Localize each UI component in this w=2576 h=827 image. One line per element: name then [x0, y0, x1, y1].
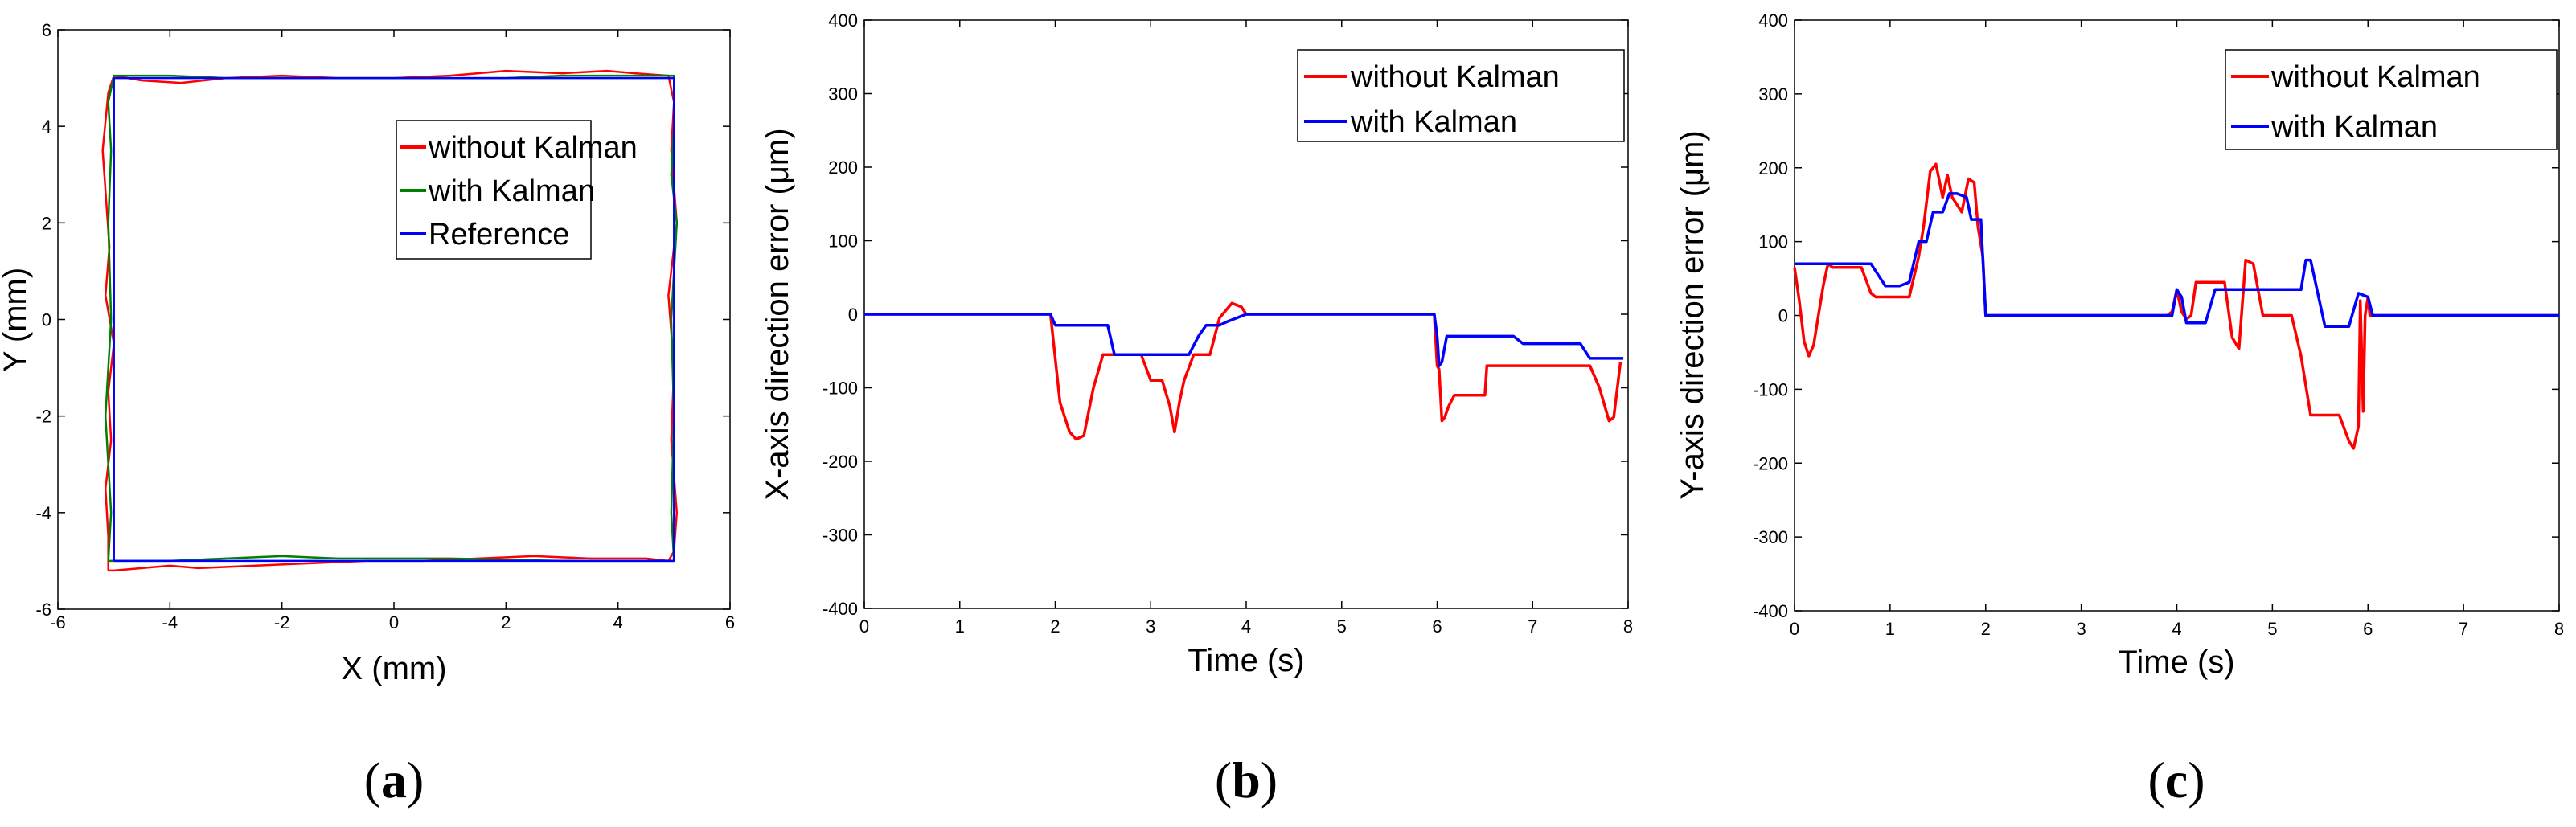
- x-tick-label: -6: [50, 612, 66, 633]
- legend-label: without Kalman: [2270, 60, 2480, 94]
- y-tick-label: -200: [822, 452, 858, 472]
- y-tick-label: -400: [822, 599, 858, 619]
- x-tick-label: -2: [274, 612, 290, 633]
- y-tick-label: -6: [35, 600, 51, 620]
- series-line-with-kalman: [1795, 192, 2559, 329]
- chart-a: -6 -4 -2 0 2 4 6 -6 -4 -2 0 2 4 6 without Kalman with K…: [0, 20, 735, 809]
- x-tick-label: 4: [2172, 619, 2181, 639]
- x-tick-label: -4: [162, 612, 178, 633]
- x-tick-label: 0: [389, 612, 399, 633]
- y-tick-label: 0: [42, 310, 51, 330]
- series-line-with-kalman: [104, 74, 679, 563]
- legend-b: without Kalman with Kalman: [1297, 49, 1625, 142]
- y-tick-label: 0: [1778, 306, 1788, 326]
- x-tick-label: 3: [2077, 619, 2086, 639]
- chart-b: 0 1 2 3 4 5 6 7 8 -400 -300 -200 -100 0 100 200 300 400 wi…: [760, 10, 1633, 809]
- y-tick-label: -200: [1753, 453, 1788, 473]
- y-tick-label: 2: [42, 213, 51, 233]
- y-tick-label: 100: [828, 231, 858, 252]
- y-tick-label: -2: [35, 407, 51, 427]
- plot-area-a: [57, 29, 731, 610]
- x-tick-label: 4: [613, 612, 623, 633]
- y-tick-label: 6: [42, 20, 51, 40]
- series-line-reference: [113, 76, 675, 563]
- x-tick-label: 5: [2267, 619, 2277, 639]
- x-tick-label: 8: [2554, 619, 2564, 639]
- legend-label: without Kalman: [1350, 60, 1560, 94]
- y-axis-label: Y (mm): [0, 268, 33, 372]
- x-tick-label: 2: [501, 612, 511, 633]
- y-tick-label: -100: [1753, 379, 1788, 399]
- x-tick-label: 2: [1981, 619, 1991, 639]
- panel-caption: (a): [364, 751, 425, 809]
- legend-c: without Kalman with Kalman: [2225, 49, 2558, 150]
- x-tick-label: 6: [1432, 616, 1442, 637]
- x-tick-label: 7: [2459, 619, 2468, 639]
- x-tick-label: 4: [1241, 616, 1251, 637]
- y-tick-label: -300: [822, 526, 858, 546]
- legend-label: with Kalman: [2270, 110, 2438, 144]
- x-tick-label: 0: [1790, 619, 1799, 639]
- series-line-without-kalman: [864, 301, 1622, 441]
- legend-a: without Kalman with Kalman Reference: [396, 120, 638, 260]
- x-axis-label: Time (s): [1188, 643, 1304, 678]
- x-tick-label: 0: [859, 616, 869, 637]
- legend-label: with Kalman: [1350, 105, 1517, 139]
- y-tick-label: -300: [1753, 527, 1788, 547]
- y-axis-label: X-axis direction error (μm): [760, 128, 795, 500]
- series-line-with-kalman: [864, 313, 1624, 367]
- legend-box: [2225, 49, 2558, 150]
- legend-label: Reference: [429, 218, 569, 252]
- y-tick-label: 0: [848, 305, 858, 325]
- y-tick-label: -400: [1753, 601, 1788, 621]
- legend-box: [1297, 49, 1625, 142]
- x-tick-label: 7: [1528, 616, 1537, 637]
- x-tick-label: 1: [955, 616, 965, 637]
- y-tick-label: -100: [822, 379, 858, 399]
- x-axis-label: Time (s): [2118, 645, 2234, 680]
- y-tick-label: 200: [828, 158, 858, 178]
- x-tick-label: 6: [2363, 619, 2373, 639]
- y-tick-label: 200: [1758, 158, 1788, 178]
- x-tick-label: 6: [725, 612, 735, 633]
- panel-caption: (c): [2147, 751, 2205, 809]
- chart-c: 0 1 2 3 4 5 6 7 8 -400 -300 -200 -100 0 100 200 300 400 wi…: [1675, 10, 2564, 809]
- y-tick-label: 300: [828, 84, 858, 104]
- panel-caption: (b): [1215, 751, 1278, 809]
- y-tick-label: 300: [1758, 84, 1788, 104]
- x-tick-label: 3: [1146, 616, 1155, 637]
- legend-box: [396, 120, 592, 260]
- legend-label: without Kalman: [428, 131, 638, 165]
- y-tick-label: -4: [35, 503, 51, 523]
- x-tick-label: 1: [1885, 619, 1895, 639]
- x-tick-label: 5: [1337, 616, 1347, 637]
- y-tick-label: 400: [828, 10, 858, 31]
- x-tick-label: 2: [1050, 616, 1060, 637]
- y-tick-label: 4: [42, 117, 51, 137]
- legend-label: with Kalman: [428, 174, 595, 208]
- y-tick-label: 100: [1758, 232, 1788, 252]
- y-tick-label: 400: [1758, 10, 1788, 31]
- x-tick-label: 8: [1623, 616, 1633, 637]
- y-axis-label: Y-axis direction error (μm): [1675, 130, 1710, 499]
- x-axis-label: X (mm): [341, 651, 446, 686]
